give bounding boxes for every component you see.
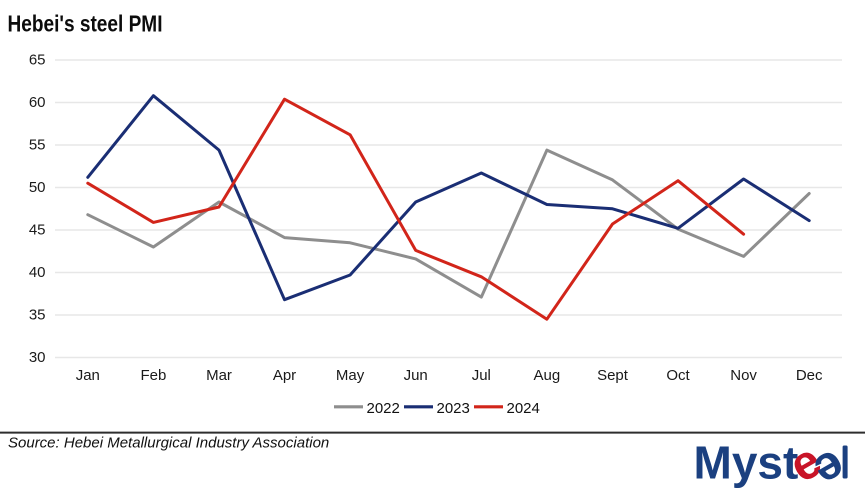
- svg-text:Nov: Nov: [730, 367, 757, 384]
- svg-text:2023: 2023: [437, 400, 470, 417]
- svg-text:Oct: Oct: [666, 367, 690, 384]
- svg-text:Dec: Dec: [796, 367, 823, 384]
- svg-text:40: 40: [29, 264, 46, 281]
- svg-text:Source: Hebei Metallurgical In: Source: Hebei Metallurgical Industry Ass…: [8, 435, 329, 452]
- svg-text:Apr: Apr: [273, 367, 296, 384]
- svg-text:55: 55: [29, 136, 46, 153]
- svg-text:Hebei's steel PMI: Hebei's steel PMI: [8, 11, 163, 37]
- svg-text:65: 65: [29, 51, 46, 68]
- svg-text:May: May: [336, 367, 365, 384]
- svg-text:Myst: Myst: [694, 437, 799, 489]
- svg-text:Jul: Jul: [472, 367, 491, 384]
- svg-text:45: 45: [29, 221, 46, 238]
- svg-text:60: 60: [29, 94, 46, 111]
- svg-text:Sept: Sept: [597, 367, 629, 384]
- svg-text:Aug: Aug: [534, 367, 561, 384]
- svg-text:Jun: Jun: [404, 367, 428, 384]
- svg-text:50: 50: [29, 179, 46, 196]
- svg-text:Feb: Feb: [140, 367, 166, 384]
- svg-text:35: 35: [29, 306, 46, 323]
- svg-text:30: 30: [29, 349, 46, 366]
- svg-text:2024: 2024: [507, 400, 540, 417]
- svg-text:2022: 2022: [367, 400, 400, 417]
- svg-text:Mar: Mar: [206, 367, 232, 384]
- svg-text:Jan: Jan: [76, 367, 100, 384]
